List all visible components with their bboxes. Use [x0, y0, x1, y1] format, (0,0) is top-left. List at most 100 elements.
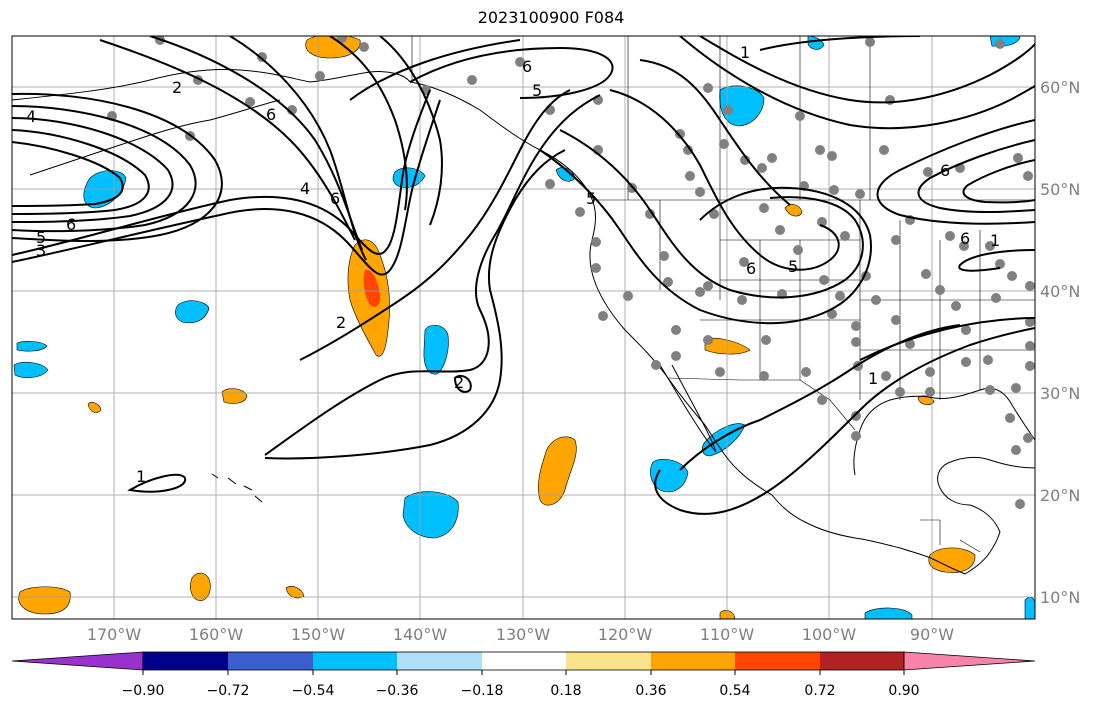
positive-anomaly — [87, 402, 102, 413]
station-dots — [107, 36, 1035, 509]
colorbar-swatch — [735, 652, 820, 670]
contour — [299, 89, 571, 361]
colorbar-tick-label: 0.54 — [719, 683, 750, 699]
contour-label: 6 — [940, 161, 950, 180]
negative-anomaly — [423, 324, 449, 375]
contour-label: 3 — [36, 241, 46, 260]
contour — [127, 473, 187, 493]
contour — [639, 59, 791, 206]
aleutians — [29, 99, 281, 176]
contour — [958, 249, 1035, 272]
positive-anomaly — [928, 547, 976, 573]
baja-california — [659, 364, 717, 453]
lon-label: 160°W — [189, 625, 244, 644]
lon-label: 120°W — [598, 625, 653, 644]
map-title: 2023100900 F084 — [477, 8, 625, 27]
gulf-coast — [853, 387, 1035, 476]
contour-label: 4 — [300, 179, 310, 198]
contour — [654, 327, 1035, 515]
colorbar-tick-label: 0.18 — [550, 683, 581, 699]
contour — [609, 89, 840, 271]
colorbar-tick-label: −0.54 — [292, 683, 335, 699]
lon-label: 170°W — [87, 625, 142, 644]
contour — [12, 105, 197, 233]
hawaii — [211, 473, 263, 503]
contour-label: 6 — [522, 57, 532, 76]
colorbar-swatch — [651, 652, 735, 670]
contour-label: 6 — [66, 215, 76, 234]
lat-label: 60°N — [1040, 78, 1080, 97]
contour-label: 1 — [740, 43, 750, 62]
lat-label: 10°N — [1040, 588, 1080, 607]
negative-anomaly — [864, 607, 913, 619]
contour — [917, 139, 1035, 213]
colorbar-swatch — [566, 652, 651, 670]
contour-label: 6 — [266, 105, 276, 124]
contour-label: 1 — [990, 231, 1000, 250]
contour — [559, 129, 864, 299]
contour — [349, 39, 521, 101]
contour — [962, 159, 1035, 204]
lon-label: 100°W — [802, 625, 857, 644]
colorbar-swatch — [397, 652, 482, 670]
lon-label: 150°W — [291, 625, 346, 644]
contour-label: 5 — [36, 228, 46, 247]
lat-label: 40°N — [1040, 282, 1080, 301]
positive-anomaly-core — [363, 269, 381, 307]
positive-anomaly — [285, 586, 305, 599]
contour-label: 2 — [454, 373, 464, 392]
coastlines — [12, 69, 1035, 575]
contour — [699, 36, 1035, 104]
contour — [12, 129, 150, 215]
contour — [99, 39, 356, 241]
contour-label: 5 — [788, 257, 798, 276]
negative-anomaly — [175, 300, 210, 324]
positive-anomaly — [221, 388, 248, 404]
lon-label: 110°W — [700, 625, 755, 644]
contour — [453, 374, 472, 393]
colorbar-tick-label: 0.36 — [635, 683, 666, 699]
contour — [12, 92, 223, 243]
lon-label: 90°W — [910, 625, 954, 644]
contour-label: 6 — [330, 189, 340, 208]
positive-anomaly — [538, 436, 577, 506]
longitude-labels: 170°W 160°W 150°W 140°W 130°W 120°W 110°… — [87, 625, 954, 644]
contour-label: 6 — [746, 259, 756, 278]
positive-anomaly — [784, 204, 803, 217]
negative-anomaly — [650, 459, 689, 493]
contour-label: 4 — [26, 107, 36, 126]
colorbar: −0.90 −0.72 −0.54 −0.36 −0.18 0.18 0.36 … — [11, 651, 1036, 699]
state-lines — [659, 200, 1035, 400]
contour-label: 1 — [136, 467, 146, 486]
contour — [264, 149, 566, 460]
colorbar-swatch — [228, 652, 313, 670]
contour — [12, 117, 174, 223]
contour-label: 1 — [868, 369, 878, 388]
colorbar-tick-label: −0.36 — [376, 683, 419, 699]
lon-label: 130°W — [496, 625, 551, 644]
map-border — [11, 35, 1036, 620]
contour-label: 5 — [532, 81, 542, 100]
contour-label: 6 — [960, 229, 970, 248]
central-america-borders — [920, 519, 981, 553]
negative-anomaly — [807, 36, 825, 50]
colorbar-swatch — [482, 652, 566, 670]
colorbar-tick-label: −0.90 — [122, 683, 165, 699]
north-america-coast — [409, 81, 1001, 575]
map-panel: 4 5 3 6 1 2 6 4 6 2 2 6 5 5 6 5 6 1 1 1 … — [12, 36, 1035, 619]
contour-labels: 4 5 3 6 1 2 6 4 6 2 2 6 5 5 6 5 6 1 1 1 … — [26, 43, 1000, 486]
shaded-anomalies — [13, 36, 1035, 619]
negative-anomaly — [402, 491, 459, 539]
colorbar-tick-label: 0.72 — [804, 683, 835, 699]
contour — [679, 36, 1035, 130]
contour-lines — [12, 36, 1035, 515]
colorbar-extend-high — [903, 651, 1036, 671]
gridlines — [12, 36, 1035, 619]
negative-anomaly — [13, 361, 49, 379]
mexico-gulf-coast — [937, 456, 1035, 533]
contour-label: 2 — [172, 78, 182, 97]
lat-label: 30°N — [1040, 384, 1080, 403]
contour — [379, 36, 443, 226]
positive-anomaly — [18, 586, 71, 615]
